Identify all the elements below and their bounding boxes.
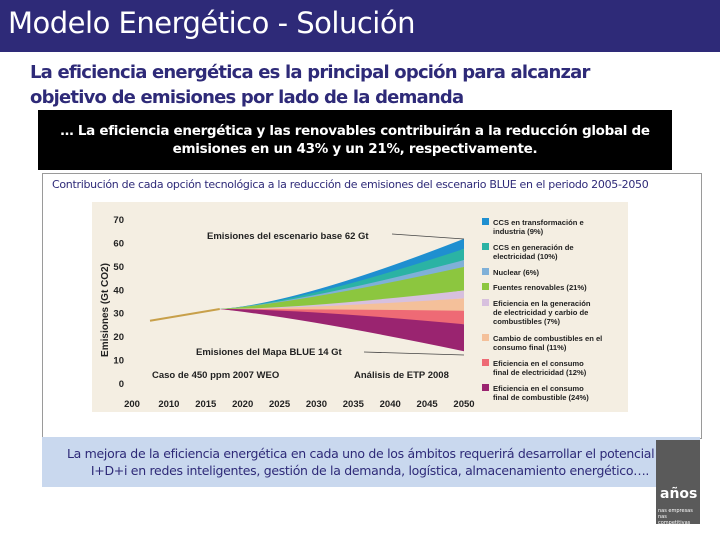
legend-swatch xyxy=(482,334,489,341)
baseline-arrow xyxy=(391,233,465,240)
legend-label: Nuclear (6%) xyxy=(493,268,539,277)
y-tick-label: 70 xyxy=(113,215,124,226)
bottom-note-box xyxy=(42,437,700,487)
x-tick-label: 2045 xyxy=(417,399,439,410)
highlight-box xyxy=(38,110,672,170)
y-axis: 0 10 20 30 40 50 60 70 xyxy=(113,215,124,390)
area-layer-8 xyxy=(219,309,464,352)
legend-label: Eficiencia en la generación de electricid… xyxy=(493,299,591,326)
legend-label: CCS en transformación e industria (9%) xyxy=(493,218,584,236)
legend-swatch xyxy=(482,299,489,306)
x-axis: 200 2010 2015 2020 2025 2030 2035 2040 2045 2050 xyxy=(124,399,475,410)
legend-label: CCS en generación de electricidad (10%) xyxy=(493,243,574,261)
chart-layers xyxy=(149,238,464,352)
slide-subtitle: La eficiencia energética es la principal… xyxy=(30,62,590,108)
chart-caption: Contribución de cada opción tecnológica … xyxy=(52,178,649,191)
legend-label: Eficiencia en el consumo final de combust… xyxy=(493,384,589,402)
y-tick-label: 0 xyxy=(119,379,124,390)
x-tick-label: 2050 xyxy=(453,399,474,410)
blue-label: Emisiones del Mapa BLUE 14 Gt xyxy=(196,347,343,358)
blue-arrow xyxy=(363,351,465,356)
baseline-label: Emisiones del escenario base 62 Gt xyxy=(207,231,369,242)
legend-swatch xyxy=(482,268,489,275)
x-tick-label: 2010 xyxy=(158,399,179,410)
legend-swatch xyxy=(482,384,489,391)
legend-label: Eficiencia en el consumo final de electri… xyxy=(493,359,587,377)
legend-label: Fuentes renovables (21%) xyxy=(493,283,587,292)
company-logo xyxy=(656,440,700,524)
title-bar xyxy=(0,0,720,52)
x-tick-label: 2015 xyxy=(195,399,217,410)
logo-years: años xyxy=(660,486,698,502)
legend-swatch xyxy=(482,359,489,366)
area-layer-4 xyxy=(219,266,464,310)
y-tick-label: 20 xyxy=(113,332,124,343)
legend-swatch xyxy=(482,218,489,225)
y-axis-label: Emisiones (Gt CO2) xyxy=(100,263,111,357)
x-tick-label: 2035 xyxy=(343,399,365,410)
chart-legend: CCS en transformación e industria (9%) CCS… xyxy=(482,218,602,402)
y-tick-label: 10 xyxy=(113,356,124,367)
legend-swatch xyxy=(482,243,489,250)
x-tick-label: 2025 xyxy=(269,399,291,410)
x-tick-label: 2030 xyxy=(306,399,327,410)
y-tick-label: 60 xyxy=(113,238,124,249)
historic-emissions-line xyxy=(149,308,220,322)
y-tick-label: 50 xyxy=(113,262,124,273)
x-tick-label: 2020 xyxy=(232,399,253,410)
x-tick-label: 200 xyxy=(124,399,140,410)
bottom-note: La mejora de la eficiencia energética en… xyxy=(66,446,674,478)
legend-label: Cambio de combustibles en el consumo fina… xyxy=(493,334,602,352)
y-tick-label: 40 xyxy=(113,285,124,296)
x-tick-label: 2040 xyxy=(380,399,401,410)
etp-label: Análisis de ETP 2008 xyxy=(354,370,449,381)
logo-tagline: nas empresas nas competitivas xyxy=(658,508,693,526)
case-label: Caso de 450 ppm 2007 WEO xyxy=(152,370,279,381)
legend-swatch xyxy=(482,283,489,290)
y-tick-label: 30 xyxy=(113,309,124,320)
highlight-text: … La eficiencia energética y las renovab… xyxy=(60,123,650,157)
slide-title: Modelo Energético - Solución xyxy=(8,6,415,40)
